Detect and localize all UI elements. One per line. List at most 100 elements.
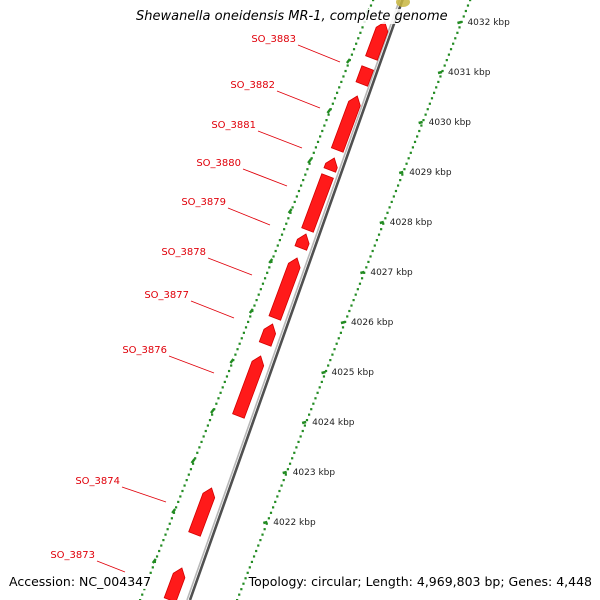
gene-leader-line — [297, 44, 341, 63]
inner-ruler-dot — [172, 511, 176, 514]
outer-ruler-dot — [297, 440, 300, 444]
outer-ruler-dot — [238, 593, 241, 596]
inner-ruler-tick — [307, 158, 313, 164]
outer-ruler-dot — [424, 113, 427, 116]
inner-ruler-dot — [319, 135, 322, 138]
inner-ruler-dot — [141, 593, 144, 596]
gene-labels: SO_3883 SO_3882 SO_3881 SO_3880 SO_3879 SO_38… — [50, 34, 341, 573]
inner-ruler-dot — [274, 249, 277, 253]
inner-ruler-dot — [283, 228, 286, 231]
inner-ruler-dot — [331, 102, 334, 105]
genome-backbone — [186, 0, 404, 600]
accession-text: Accession: NC_004347 — [9, 574, 152, 589]
gene-leader-line — [227, 207, 271, 226]
inner-ruler-dot — [155, 555, 159, 558]
inner-ruler-tick — [287, 208, 293, 214]
outer-ruler-dot — [291, 457, 294, 460]
outer-ruler-dot — [329, 359, 332, 362]
gene-label-so_3880: SO_3880 — [196, 158, 241, 169]
gene-label-so_3874: SO_3874 — [75, 476, 120, 487]
outer-ruler-dot — [464, 9, 467, 13]
outer-ruler-dot — [276, 495, 279, 498]
outer-ruler-dot — [399, 179, 402, 182]
inner-ruler-dot — [191, 462, 195, 465]
gene-features — [163, 0, 410, 600]
outer-ruler-dot — [377, 233, 381, 236]
outer-ruler-dot — [248, 566, 251, 569]
outer-ruler-dot — [441, 69, 444, 73]
inner-ruler-dot — [291, 206, 294, 209]
outer-ruler-dot — [301, 429, 304, 433]
inner-ruler-dot — [293, 200, 296, 204]
inner-ruler-dot — [342, 75, 345, 78]
outer-ruler-dot — [388, 206, 391, 209]
inner-ruler-dot — [244, 326, 248, 329]
outer-ruler-dot — [269, 511, 273, 514]
partial-feature — [396, 0, 410, 7]
inner-ruler-dot — [359, 31, 362, 34]
outer-ruler-dot — [316, 391, 319, 394]
inner-ruler-dot — [215, 402, 218, 405]
inner-ruler-dot — [299, 184, 303, 187]
outer-ruler-dot — [449, 48, 453, 51]
inner-ruler-dot — [355, 42, 358, 45]
gene-arrow-8 — [232, 355, 265, 419]
inner-ruler-dot — [177, 500, 180, 504]
outer-ruler-dot — [426, 108, 429, 111]
inner-ruler-dot — [249, 315, 252, 318]
inner-ruler-dot — [308, 162, 311, 165]
inner-ruler-dot — [181, 489, 184, 493]
outer-ruler-dot — [435, 86, 438, 89]
gene-label-so_3881: SO_3881 — [211, 120, 256, 131]
outer-ruler-dot — [255, 549, 258, 553]
inner-ruler-dot — [333, 97, 337, 100]
inner-ruler-dot — [162, 539, 165, 542]
outer-ruler-dot — [352, 299, 355, 302]
inner-ruler-dot — [211, 413, 214, 416]
scale-tick — [418, 120, 423, 125]
inner-ruler-dot — [255, 299, 258, 302]
outer-ruler-dot — [430, 97, 434, 100]
inner-ruler-dot — [287, 217, 290, 220]
outer-ruler-dot — [367, 260, 370, 264]
outer-ruler-dot — [288, 462, 292, 465]
inner-ruler-dot — [346, 64, 349, 67]
inner-ruler-dot — [185, 479, 188, 482]
inner-ruler-dot — [208, 419, 212, 422]
inner-ruler-dot — [357, 37, 360, 40]
outer-ruler-dot — [303, 424, 306, 427]
inner-ruler-dot — [198, 446, 201, 449]
outer-ruler-dot — [392, 195, 395, 198]
outer-ruler-dot — [284, 473, 287, 476]
outer-ruler-dot — [305, 419, 309, 422]
inner-ruler-dot — [263, 277, 267, 280]
inner-ruler-dot — [321, 129, 324, 133]
inner-ruler-dot — [221, 386, 224, 389]
inner-ruler-dot — [202, 435, 205, 438]
inner-ruler-tick — [268, 258, 274, 264]
outer-ruler-dot — [261, 533, 264, 536]
scale-tick-label: 4028 kbp — [390, 218, 433, 228]
scale-tick-label: 4031 kbp — [448, 68, 491, 78]
inner-ruler-dot — [327, 113, 330, 116]
inner-ruler-dot — [297, 189, 301, 193]
inner-ruler-dot — [179, 495, 182, 498]
inner-ruler-dot — [261, 282, 265, 285]
inner-ruler-dot — [295, 195, 298, 198]
outer-ruler-dot — [274, 500, 277, 504]
scale-tick — [262, 520, 268, 525]
scale-tick-label: 4024 kbp — [312, 418, 355, 428]
outer-ruler-dot — [396, 184, 400, 187]
scale-tick-label: 4025 kbp — [332, 368, 375, 378]
outer-ruler-dot — [371, 249, 374, 253]
inner-ruler-dot — [335, 91, 339, 94]
gene-arrow-9 — [188, 487, 216, 537]
outer-ruler-dot — [322, 375, 326, 378]
inner-ruler-dot — [285, 222, 288, 225]
inner-ruler-dot — [310, 157, 313, 160]
scale-tick-label: 4029 kbp — [409, 168, 452, 178]
outer-ruler-dot — [375, 239, 378, 242]
scale-tick-label: 4030 kbp — [429, 118, 472, 128]
backbone-line — [186, 0, 401, 600]
